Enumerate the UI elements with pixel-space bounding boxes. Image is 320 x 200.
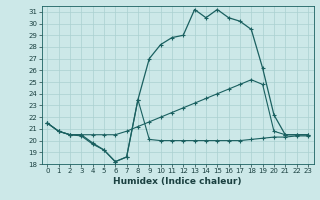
X-axis label: Humidex (Indice chaleur): Humidex (Indice chaleur) [113,177,242,186]
